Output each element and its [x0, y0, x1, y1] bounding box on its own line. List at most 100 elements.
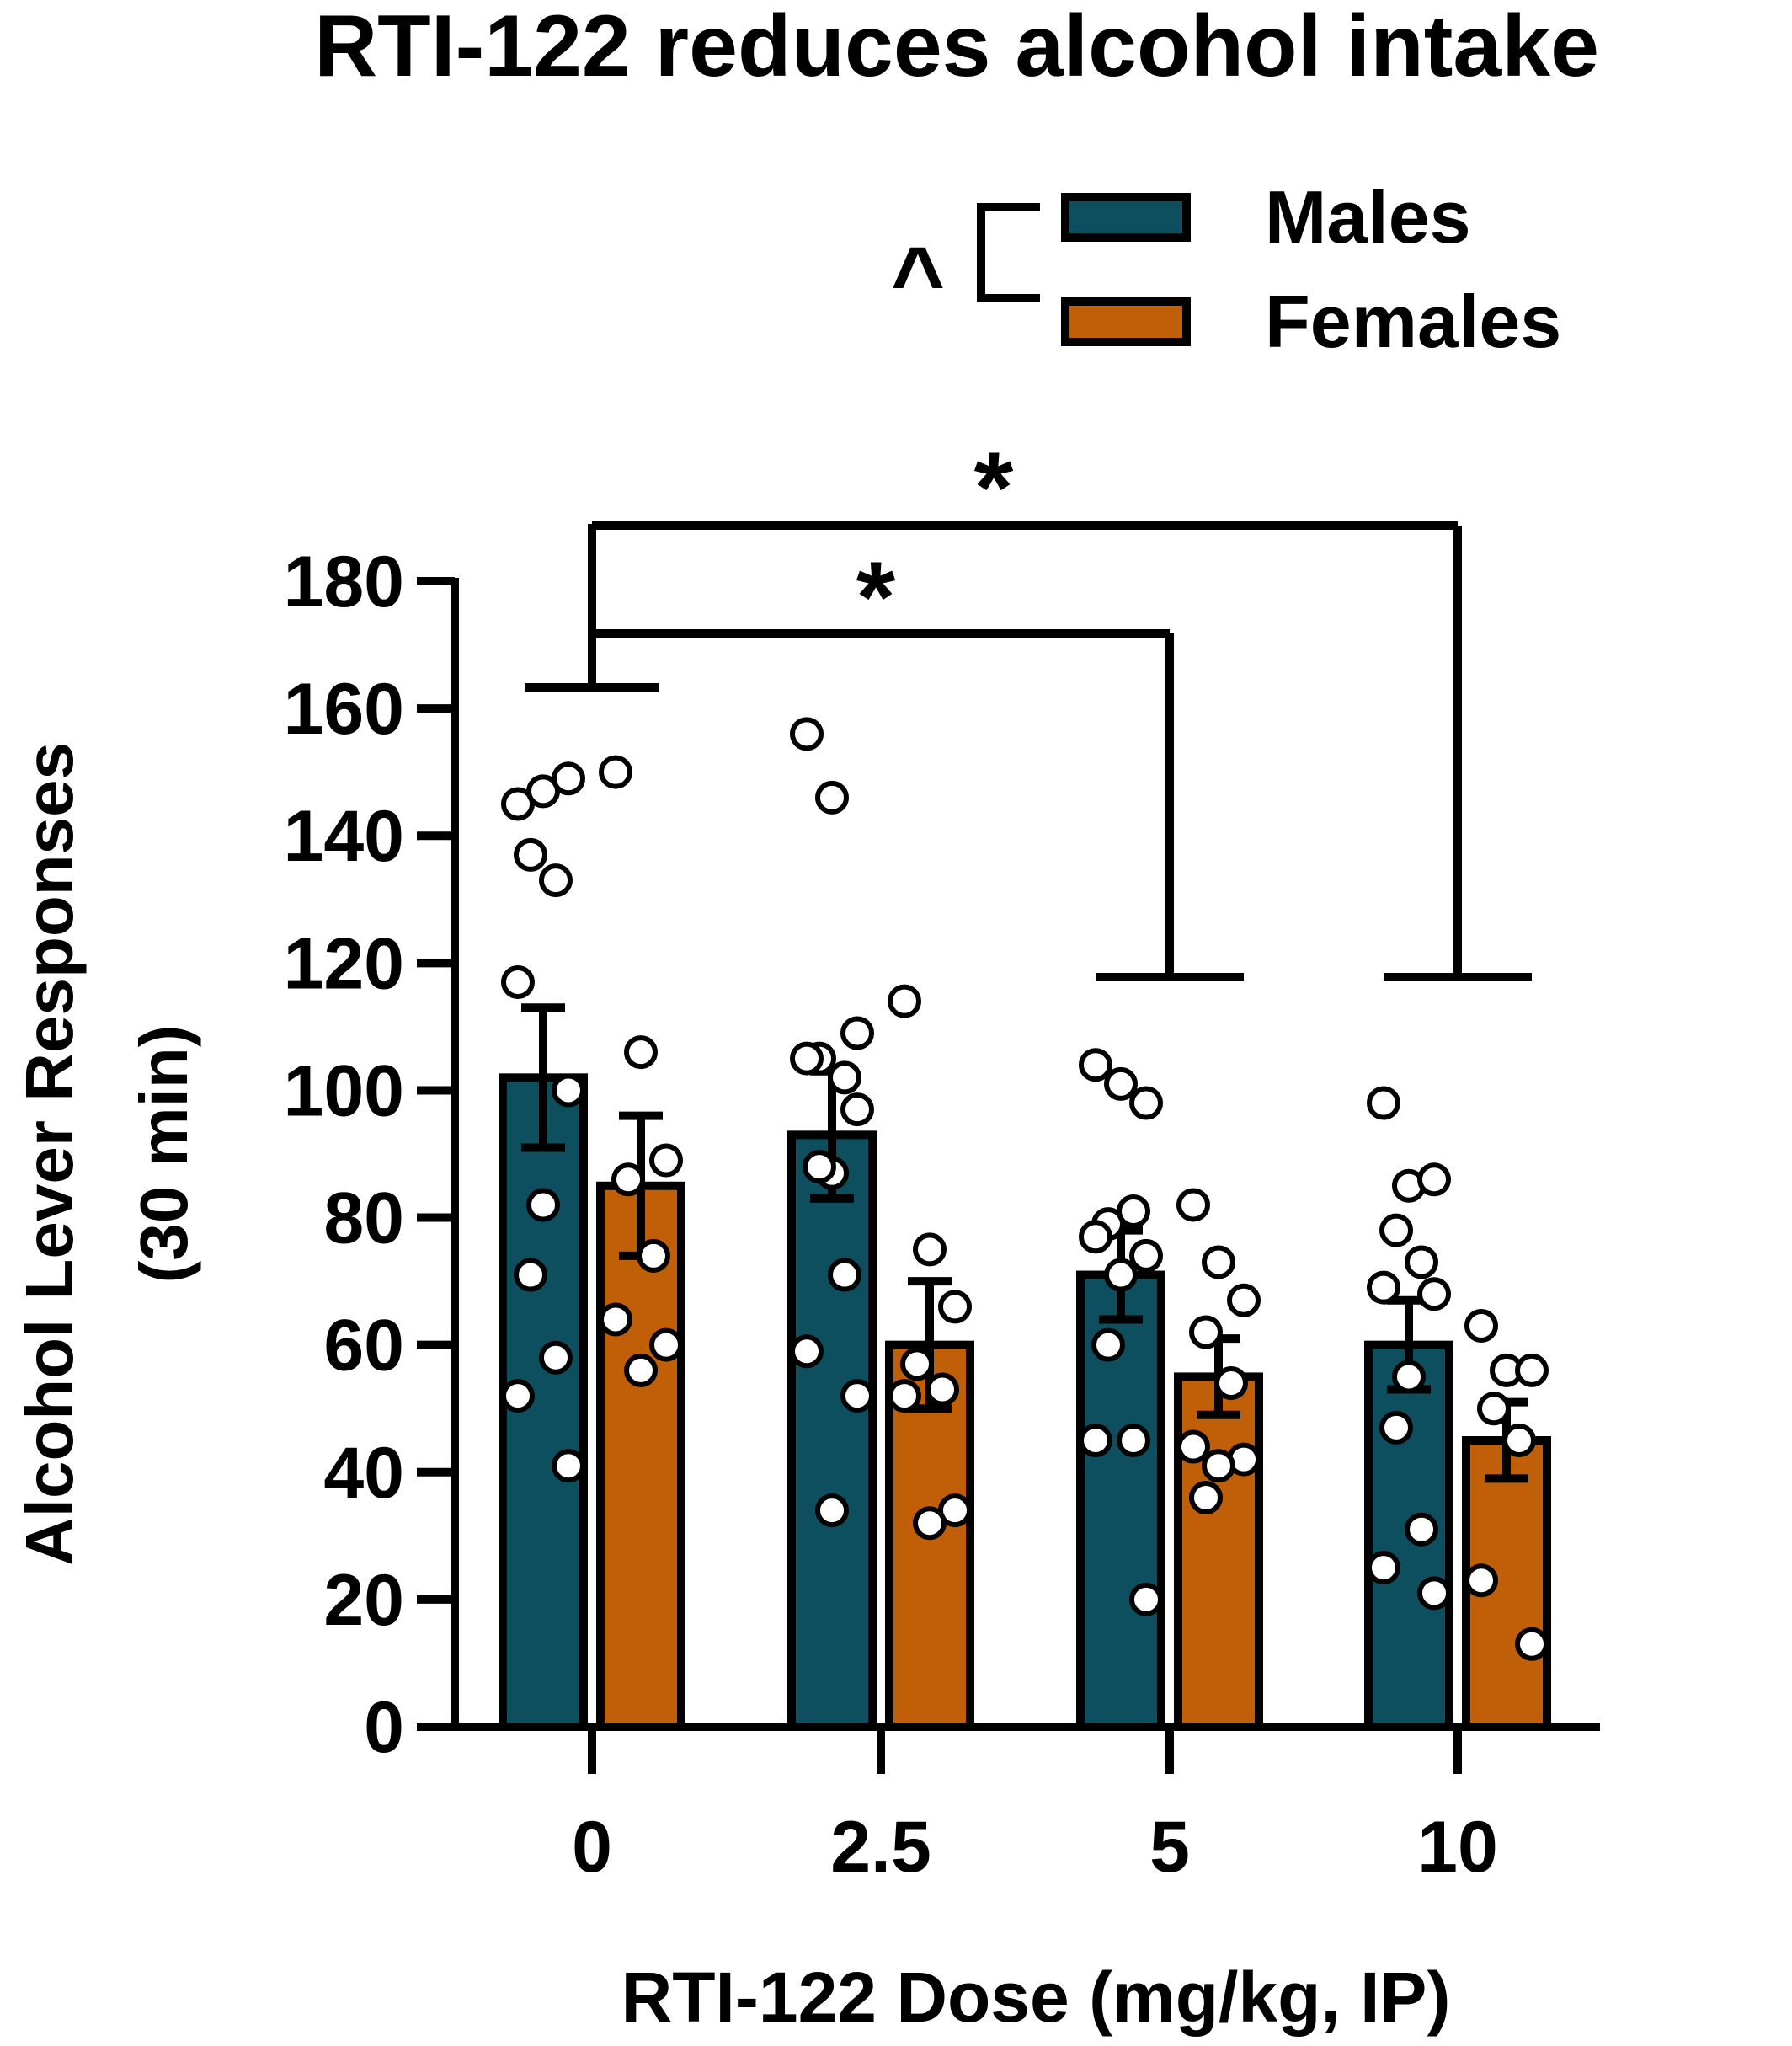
data-point — [1367, 1086, 1400, 1120]
legend-bracket — [977, 203, 1040, 302]
data-point — [552, 1449, 585, 1483]
data-point — [599, 755, 632, 789]
data-point — [913, 1506, 947, 1541]
interaction-symbol: ^ — [891, 228, 945, 332]
data-point — [900, 1347, 934, 1381]
data-point — [1379, 1213, 1413, 1247]
y-axis-label-line-1: Alcohol Lever Responses — [12, 742, 87, 1566]
data-point — [1079, 1424, 1112, 1457]
y-tick-label: 100 — [284, 1050, 405, 1131]
data-point — [1515, 1627, 1549, 1661]
data-point — [925, 1372, 959, 1407]
y-tick-label: 160 — [284, 669, 405, 750]
bar-females — [1174, 1372, 1263, 1731]
data-point — [514, 837, 547, 872]
data-point — [611, 1162, 645, 1197]
data-point — [1091, 1327, 1125, 1362]
x-tick-label: 10 — [1417, 1807, 1498, 1888]
data-point — [1202, 1245, 1235, 1279]
data-point — [1405, 1512, 1438, 1547]
data-point — [840, 1016, 874, 1050]
data-point — [828, 1258, 861, 1292]
data-point — [1367, 1270, 1400, 1305]
data-point — [649, 1327, 683, 1362]
data-point — [1129, 1582, 1163, 1616]
data-point — [501, 1379, 535, 1413]
bar-females — [596, 1181, 685, 1732]
data-point — [1189, 1315, 1223, 1349]
data-point — [1117, 1424, 1150, 1457]
data-point — [1079, 1220, 1112, 1254]
data-point — [539, 863, 573, 898]
data-point — [1379, 1410, 1413, 1445]
data-point — [552, 1073, 585, 1108]
data-point — [1079, 1048, 1112, 1082]
significance-star: * — [974, 431, 1014, 544]
legend-swatch-females — [1061, 297, 1191, 346]
data-point — [803, 1150, 836, 1184]
data-point — [501, 965, 535, 999]
data-point — [888, 1379, 921, 1413]
y-axis-label-line-2: (30 min) — [126, 1025, 201, 1284]
legend-swatch-males — [1061, 193, 1191, 242]
data-point — [1464, 1309, 1498, 1343]
data-point — [637, 1238, 670, 1273]
legend-label-males: Males — [1265, 175, 1471, 259]
data-point — [1417, 1162, 1451, 1197]
data-point — [1117, 1194, 1150, 1228]
data-point — [1227, 1283, 1261, 1317]
data-point — [1104, 1258, 1138, 1292]
data-point — [1189, 1481, 1223, 1514]
data-point — [1464, 1563, 1498, 1598]
data-point — [526, 1188, 560, 1222]
legend-label-females: Females — [1265, 280, 1561, 363]
y-tick-label: 120 — [284, 923, 405, 1004]
data-point — [1417, 1277, 1451, 1311]
y-tick-label: 40 — [323, 1433, 404, 1514]
data-point — [1176, 1429, 1210, 1464]
data-point — [1405, 1245, 1438, 1279]
data-point — [790, 1334, 824, 1369]
y-tick-label: 60 — [323, 1306, 404, 1386]
data-point — [913, 1232, 947, 1267]
y-tick-label: 180 — [284, 542, 405, 622]
data-point — [552, 761, 585, 796]
data-point — [514, 1258, 547, 1292]
y-tick-label: 0 — [364, 1687, 404, 1768]
data-point — [1104, 1066, 1138, 1101]
data-point — [624, 1353, 658, 1387]
data-point — [624, 1035, 658, 1070]
y-tick-label: 140 — [284, 796, 405, 877]
data-point — [1176, 1188, 1210, 1222]
chart-title: RTI-122 reduces alcohol intake — [314, 0, 1599, 95]
plot-area: 0 20 40 60 80 100 120 140 160 180 0 2.5 5 10 * * Males Fe… — [284, 175, 1600, 1888]
data-point — [888, 984, 921, 1018]
x-tick-label: 2.5 — [830, 1807, 931, 1888]
data-point — [828, 1060, 861, 1095]
data-point — [1502, 1424, 1536, 1457]
data-point — [1515, 1353, 1549, 1387]
data-point — [1214, 1366, 1248, 1400]
data-point — [1367, 1551, 1400, 1585]
data-point — [1129, 1238, 1163, 1273]
data-point — [1392, 1360, 1426, 1394]
data-point — [840, 1092, 874, 1127]
x-tick-label: 0 — [572, 1807, 612, 1888]
data-point — [1477, 1392, 1511, 1426]
bar-males — [787, 1130, 877, 1732]
data-point — [790, 717, 824, 751]
data-point — [815, 780, 849, 815]
data-point — [790, 1041, 824, 1076]
data-point — [539, 1340, 573, 1375]
y-tick-label: 80 — [323, 1178, 404, 1259]
x-tick-label: 5 — [1149, 1807, 1190, 1888]
data-point — [938, 1290, 972, 1324]
data-point — [1129, 1086, 1163, 1120]
data-point — [840, 1379, 874, 1413]
x-axis-label: RTI-122 Dose (mg/kg, IP) — [621, 1958, 1451, 2037]
data-point — [815, 1493, 849, 1528]
data-point — [1202, 1449, 1235, 1483]
significance-star: * — [856, 541, 896, 654]
